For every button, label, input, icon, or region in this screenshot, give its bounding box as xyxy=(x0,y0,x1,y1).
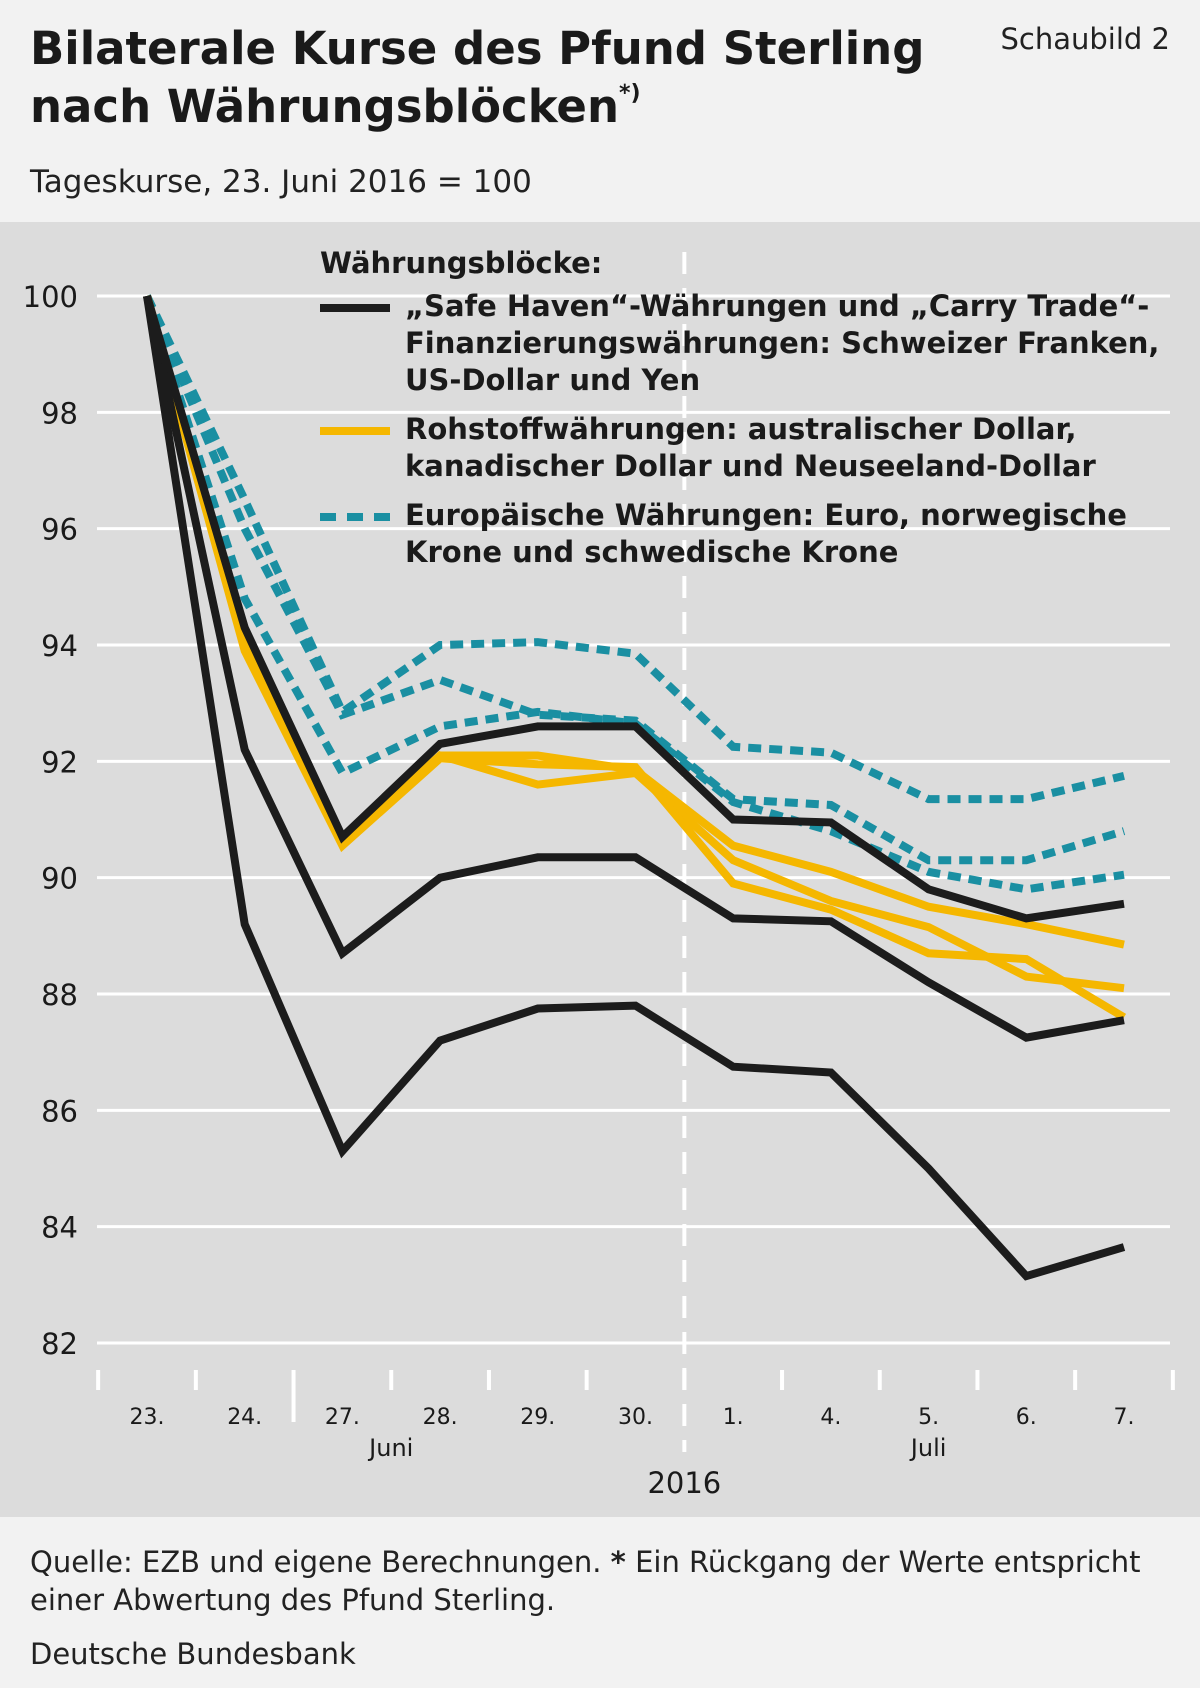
legend-label-european: Europäische Währungen: Euro, norwegische… xyxy=(405,498,1127,569)
x-tick-label: 28. xyxy=(423,1405,458,1430)
source-note: Quelle: EZB und eigene Berechnungen. * E… xyxy=(30,1543,1180,1619)
x-tick-label: 24. xyxy=(227,1405,262,1430)
x-tick-label: 23. xyxy=(130,1405,165,1430)
legend-swatch-teal xyxy=(320,513,390,521)
footnote-star: * xyxy=(610,1545,626,1579)
x-tick-label: 29. xyxy=(520,1405,555,1430)
legend-label-safe-haven: „Safe Haven“-Währungen und „Carry Trade“… xyxy=(405,289,1160,397)
figure-label: Schaubild 2 xyxy=(1000,22,1170,56)
header: Bilaterale Kurse des Pfund Sterling nach… xyxy=(0,0,1200,214)
x-tick-label: 7. xyxy=(1114,1405,1135,1430)
footnote-text: Ein Rückgang der Werte entspricht einer … xyxy=(30,1545,1141,1617)
year-label: 2016 xyxy=(647,1466,721,1500)
footer: Quelle: EZB und eigene Berechnungen. * E… xyxy=(0,1525,1200,1688)
legend-item-european: Europäische Währungen: Euro, norwegische… xyxy=(320,497,1190,571)
month-label: Juni xyxy=(367,1434,413,1462)
series-line-safe_haven-1 xyxy=(143,295,1125,1042)
chart-subtitle: Tageskurse, 23. Juni 2016 = 100 xyxy=(30,164,532,200)
y-tick-label: 94 xyxy=(41,629,78,663)
y-tick-label: 84 xyxy=(41,1211,78,1245)
source-prefix: Quelle: EZB und eigene Berechnungen. xyxy=(30,1545,602,1579)
y-tick-label: 100 xyxy=(23,280,78,314)
legend-swatch-yellow xyxy=(320,427,390,435)
y-tick-label: 96 xyxy=(41,513,78,547)
y-tick-label: 82 xyxy=(41,1327,78,1361)
legend-label-commodity: Rohstoffwährungen: australischer Dollar,… xyxy=(405,412,1096,483)
legend-swatch-black xyxy=(320,304,390,312)
y-tick-label: 86 xyxy=(41,1094,78,1128)
series-line-safe_haven-2 xyxy=(143,295,1126,1281)
legend-item-safe-haven: „Safe Haven“-Währungen und „Carry Trade“… xyxy=(320,288,1190,399)
x-tick-label: 27. xyxy=(325,1405,360,1430)
chart-panel: 82 84 86 88 90 92 94 96 98 100 23. 24. 27. 28. 29. 30. 1… xyxy=(0,222,1200,1517)
month-label: Juli xyxy=(909,1434,947,1462)
title-line-1: Bilaterale Kurse des Pfund Sterling xyxy=(30,22,925,75)
x-tick-label: 4. xyxy=(820,1405,841,1430)
series-line-european-6 xyxy=(143,294,1125,804)
publisher: Deutsche Bundesbank xyxy=(30,1637,356,1671)
title-line-2: nach Währungsblöcken xyxy=(30,80,619,133)
x-tick-label: 5. xyxy=(918,1405,939,1430)
line-chart: 82 84 86 88 90 92 94 96 98 100 23. 24. 27. 28. 29. 30. 1… xyxy=(23,252,1175,1500)
x-tick-label: 30. xyxy=(618,1405,653,1430)
legend-item-commodity: Rohstoffwährungen: australischer Dollar,… xyxy=(320,411,1190,485)
chart-title: Bilaterale Kurse des Pfund Sterling nach… xyxy=(30,20,930,136)
legend: Währungsblöcke: „Safe Haven“-Währungen u… xyxy=(320,246,1190,583)
legend-title: Währungsblöcke: xyxy=(320,246,603,280)
y-tick-label: 90 xyxy=(41,862,78,896)
x-tick-label: 1. xyxy=(723,1405,744,1430)
y-tick-label: 92 xyxy=(41,745,78,779)
series-line-commodity-5 xyxy=(143,294,1127,1021)
x-tick-label: 6. xyxy=(1016,1405,1037,1430)
y-tick-label: 88 xyxy=(41,978,78,1012)
title-footnote-mark: *) xyxy=(618,81,641,106)
y-tick-label: 98 xyxy=(41,396,78,430)
series-line-safe_haven-0 xyxy=(143,294,1125,923)
